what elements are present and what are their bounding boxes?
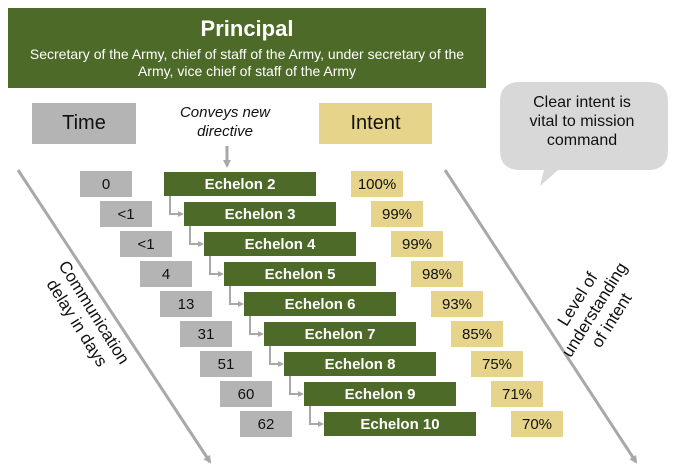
time-trend-arrow (16, 169, 212, 464)
intent-cell: 99% (391, 231, 443, 257)
echelon-connector-arrow (309, 406, 324, 427)
echelon-box: Echelon 7 (264, 322, 416, 346)
echelon-connector-arrow (249, 316, 264, 337)
time-header: Time (32, 103, 136, 144)
echelon-box: Echelon 3 (184, 202, 336, 226)
echelon-box: Echelon 8 (284, 352, 436, 376)
callout-text: Clear intent is vital to mission command (529, 94, 635, 149)
time-cell: 13 (160, 291, 212, 317)
echelon-box: Echelon 5 (224, 262, 376, 286)
time-cell: <1 (100, 201, 152, 227)
time-cell: 62 (240, 411, 292, 437)
echelon-box: Echelon 4 (204, 232, 356, 256)
time-cell: 0 (80, 171, 132, 197)
intent-cell: 71% (491, 381, 543, 407)
echelon-connector-arrow (269, 346, 284, 367)
intent-cell: 98% (411, 261, 463, 287)
intent-cell: 100% (351, 171, 403, 197)
intent-cell: 85% (451, 321, 503, 347)
conveys-directive-label: Conveys new directive (179, 104, 271, 140)
intent-header: Intent (319, 103, 432, 144)
intent-cell: 70% (511, 411, 563, 437)
principal-subtitle: Secretary of the Army, chief of staff of… (29, 46, 465, 79)
echelon-connector-arrow (289, 376, 304, 397)
echelon-box: Echelon 10 (324, 412, 476, 436)
time-cell: 60 (220, 381, 272, 407)
time-cell: 4 (140, 261, 192, 287)
echelon-box: Echelon 6 (244, 292, 396, 316)
time-cell: 31 (180, 321, 232, 347)
echelon-box: Echelon 9 (304, 382, 456, 406)
echelon-connector-arrow (209, 256, 224, 277)
intent-cell: 93% (431, 291, 483, 317)
principal-box: Principal Secretary of the Army, chief o… (8, 8, 486, 88)
callout-bubble (500, 82, 668, 186)
intent-trend-arrow (443, 169, 638, 464)
time-cell: <1 (120, 231, 172, 257)
echelon-connector-arrow (189, 226, 204, 247)
echelon-connector-arrow (169, 196, 184, 217)
time-cell: 51 (200, 351, 252, 377)
echelon-box: Echelon 2 (164, 172, 316, 196)
intent-cell: 99% (371, 201, 423, 227)
intent-cell: 75% (471, 351, 523, 377)
echelon-connector-arrow (229, 286, 244, 307)
principal-title: Principal (200, 16, 294, 41)
